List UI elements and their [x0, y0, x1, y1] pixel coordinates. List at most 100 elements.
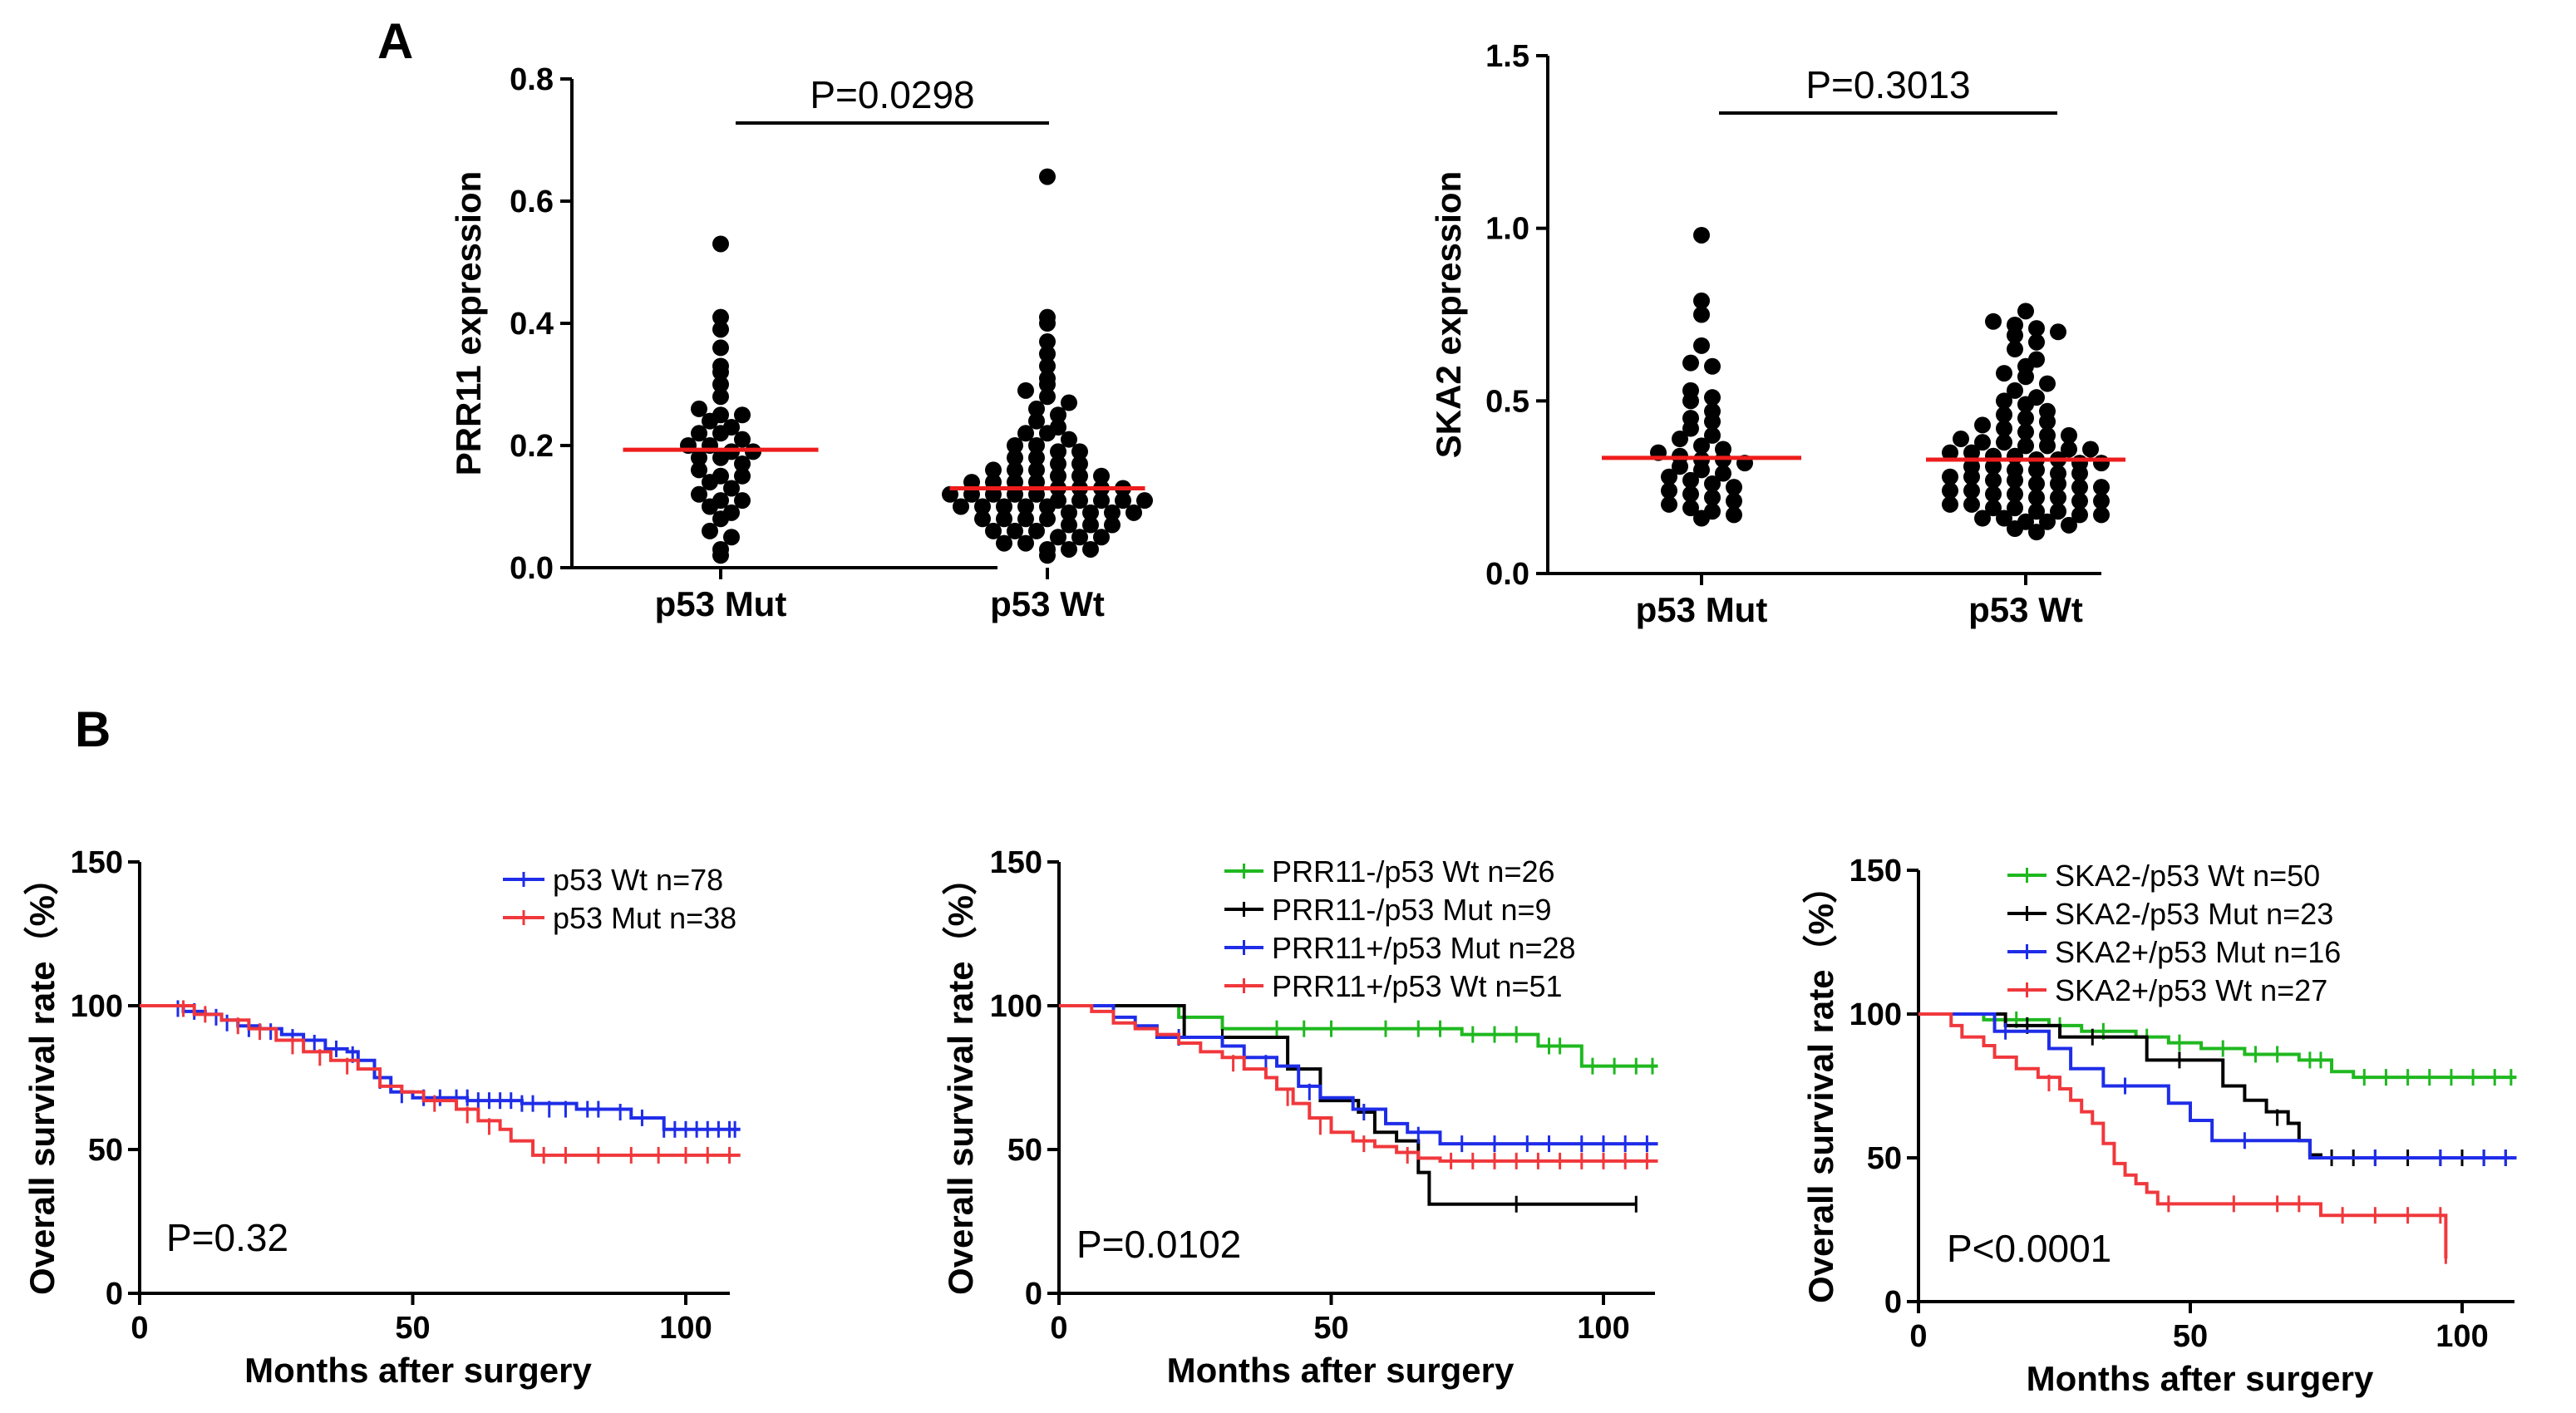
data-point [1093, 492, 1110, 510]
data-point [1963, 482, 1980, 500]
data-point [996, 510, 1012, 528]
y-tick-label: 150 [990, 845, 1042, 880]
data-point [1693, 437, 1710, 455]
data-point [1061, 431, 1077, 448]
data-point [1942, 495, 1958, 513]
data-point [2007, 500, 2023, 517]
data-point [1682, 500, 1699, 517]
data-point [1039, 498, 1056, 515]
y-tick-label: 0 [1025, 1277, 1042, 1312]
data-point [1061, 516, 1077, 534]
data-point [2071, 492, 2088, 510]
data-point [2039, 413, 2056, 431]
data-point [1682, 420, 1699, 437]
data-point [1693, 337, 1710, 354]
data-point [712, 363, 729, 381]
data-point [1661, 495, 1677, 513]
survival-curve [140, 1004, 741, 1157]
y-tick-label: 0.4 [510, 307, 554, 342]
data-point [1017, 425, 1034, 442]
dot-plot-1: 0.0 0.2 0.4 0.6 0.8 p53 Mut p53 Wt PRR11 expres… [449, 62, 1153, 623]
data-point [1007, 449, 1023, 466]
x-tick-label: 100 [1577, 1311, 1629, 1346]
data-point [1082, 504, 1099, 521]
data-point [1071, 492, 1088, 510]
data-point [1071, 455, 1088, 473]
data-point [1682, 471, 1699, 489]
data-point [1050, 406, 1066, 424]
survival-curve [1918, 1012, 2517, 1159]
data-point [734, 455, 751, 473]
p-value: P=0.0298 [810, 73, 974, 116]
legend-label: p53 Mut n=38 [553, 901, 736, 935]
data-point [1704, 475, 1721, 493]
category-label: p53 Mut [1636, 590, 1768, 629]
y-tick-label: 150 [1849, 854, 1902, 889]
data-point [712, 339, 729, 357]
data-point [702, 498, 718, 515]
survival-curve [1059, 1004, 1658, 1163]
data-point [2028, 524, 2045, 541]
panel-letter-b: B [75, 702, 111, 757]
data-point [2050, 489, 2066, 506]
data-point [1661, 468, 1677, 485]
data-point [1693, 306, 1710, 323]
p-value: P=0.0102 [1076, 1223, 1241, 1266]
x-tick-label: 100 [659, 1311, 712, 1346]
data-point [1704, 357, 1721, 375]
data-point [985, 461, 1002, 479]
data-point [1039, 345, 1056, 362]
legend-label: SKA2+/p53 Wt n=27 [2055, 973, 2327, 1007]
legend-label: SKA2+/p53 Mut n=16 [2055, 935, 2341, 969]
data-point [2071, 506, 2088, 524]
data-point [1082, 540, 1099, 558]
category-label: p53 Wt [990, 584, 1105, 623]
data-point [1953, 431, 1969, 448]
data-point [1104, 504, 1121, 521]
data-point [1704, 389, 1721, 406]
data-point [1942, 444, 1958, 461]
data-point [734, 406, 751, 424]
data-point [996, 498, 1012, 515]
data-point [1093, 529, 1110, 546]
data-point [1704, 489, 1721, 506]
data-point [2007, 471, 2023, 489]
data-point [2028, 461, 2045, 479]
data-point [734, 492, 751, 510]
legend-label: SKA2-/p53 Mut n=23 [2055, 897, 2333, 931]
data-point [1996, 406, 2012, 423]
y-tick-label: 50 [88, 1133, 123, 1168]
survival-curve [1059, 1004, 1658, 1146]
data-point [702, 474, 718, 491]
data-point [723, 529, 740, 546]
category-label: p53 Wt [1968, 590, 2083, 629]
data-point [1682, 485, 1699, 503]
data-point [1974, 416, 1991, 434]
data-point [2028, 503, 2045, 520]
data-point [2017, 437, 2034, 455]
data-point [2017, 396, 2034, 413]
data-point [2061, 426, 2077, 444]
data-point [2028, 475, 2045, 493]
data-point [1996, 392, 2012, 410]
data-point [712, 510, 729, 528]
y-tick-label: 100 [1849, 997, 1902, 1032]
y-tick-label: 1.5 [1485, 39, 1529, 74]
data-point [691, 425, 707, 442]
data-point [1050, 443, 1066, 460]
data-point [2028, 320, 2045, 337]
data-point [712, 388, 729, 406]
data-point [1985, 471, 2002, 489]
data-point [1704, 413, 1721, 431]
y-axis-label: PRR11 expression [449, 171, 488, 476]
y-axis-label: Overall survival rate（%） [22, 860, 62, 1295]
p-value: P<0.0001 [1947, 1227, 2111, 1270]
y-tick-label: 150 [71, 845, 123, 880]
data-point [996, 534, 1012, 552]
y-tick-label: 0.0 [1485, 557, 1529, 592]
survival-curve [140, 1004, 741, 1131]
charts: 0.0 0.2 0.4 0.6 0.8 p53 Mut p53 Wt PRR11 expres… [22, 39, 2517, 1398]
data-point [2007, 382, 2023, 399]
data-point [1039, 388, 1056, 406]
